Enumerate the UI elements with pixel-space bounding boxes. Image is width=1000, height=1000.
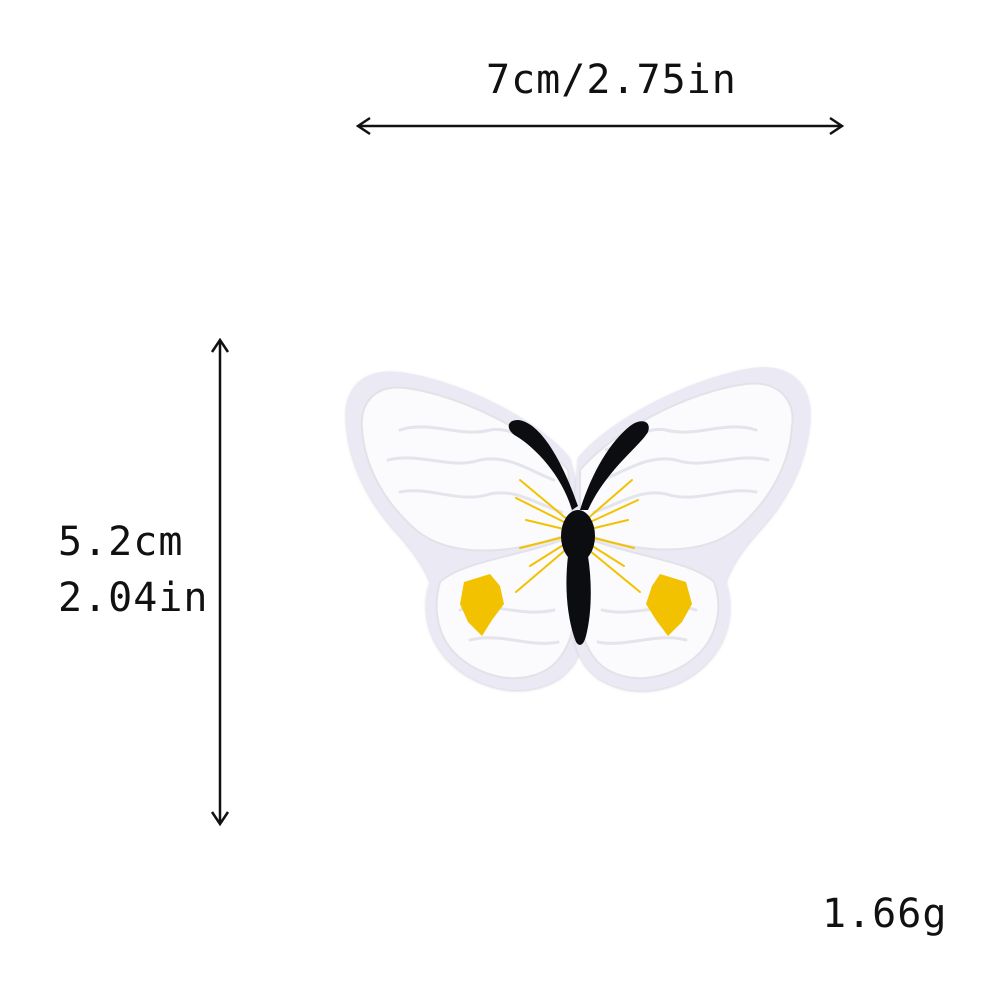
height-dimension-label-in: 2.04in bbox=[58, 578, 209, 618]
height-dimension-label-cm: 5.2cm bbox=[58, 522, 183, 562]
width-dimension-label: 7cm/2.75in bbox=[486, 60, 737, 100]
weight-label: 1.66g bbox=[822, 894, 947, 934]
height-arrow-icon bbox=[206, 334, 234, 830]
butterfly-thorax bbox=[561, 510, 595, 562]
width-arrow-icon bbox=[350, 112, 850, 140]
butterfly-patch-icon bbox=[340, 360, 820, 710]
